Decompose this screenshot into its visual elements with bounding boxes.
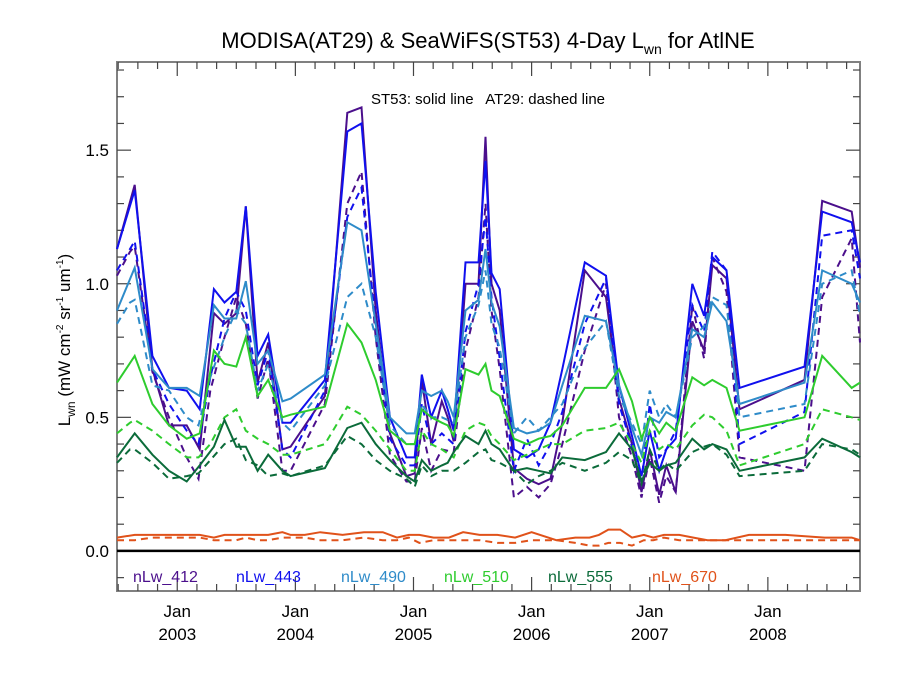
x-tick-label-year: 2004 xyxy=(276,625,314,644)
x-tick-label-year: 2005 xyxy=(395,625,433,644)
series-line-670-at29 xyxy=(117,536,860,547)
x-tick-label-year: 2006 xyxy=(513,625,551,644)
x-tick-label-year: 2008 xyxy=(749,625,787,644)
series-line-490-at29 xyxy=(116,268,861,448)
y-tick-label: 0.0 xyxy=(85,542,109,561)
y-tick-label: 1.0 xyxy=(85,275,109,294)
x-tick-label-year: 2007 xyxy=(631,625,669,644)
legend-item-nlw-490: nLw_490 xyxy=(341,569,406,586)
series-line-412-at29 xyxy=(116,171,861,504)
x-tick-label-year: 2003 xyxy=(158,625,196,644)
series-line-443-st53 xyxy=(116,121,861,477)
series-line-443-at29 xyxy=(116,183,861,482)
series-line-510-at29 xyxy=(116,405,861,472)
x-tick-label-month: Jan xyxy=(282,602,309,621)
legend-item-nlw-510: nLw_510 xyxy=(444,569,509,586)
x-tick-label-month: Jan xyxy=(518,602,545,621)
legend-item-nlw-555: nLw_555 xyxy=(548,569,613,586)
series-line-555-at29 xyxy=(116,434,861,489)
x-tick-label-month: Jan xyxy=(400,602,427,621)
y-axis: 0.0 0.5 1.0 1.5 xyxy=(85,69,860,579)
y-tick-label: 0.5 xyxy=(85,408,109,427)
series-line-670-st53 xyxy=(116,528,861,542)
series-group xyxy=(116,105,861,547)
series-line-510-st53 xyxy=(116,321,861,446)
line-style-annotation: ST53: solid line AT29: dashed line xyxy=(371,91,605,108)
y-tick-label: 1.5 xyxy=(85,141,109,160)
x-tick-label-month: Jan xyxy=(636,602,663,621)
y-axis-label: Lwn (mW cm-2 sr-1 um-1) xyxy=(55,254,78,426)
legend-item-nlw-670: nLw_670 xyxy=(652,569,717,586)
chart-title: MODISA(AT29) & SeaWiFS(ST53) 4-Day Lwn f… xyxy=(221,28,754,57)
legend: nLw_412 nLw_443 nLw_490 nLw_510 nLw_555 nLw_6… xyxy=(133,569,717,586)
legend-item-nlw-443: nLw_443 xyxy=(236,569,301,586)
series-line-555-st53 xyxy=(116,417,861,485)
plot-frame xyxy=(116,61,861,592)
plot-border xyxy=(116,61,861,592)
x-tick-label-month: Jan xyxy=(164,602,191,621)
x-axis: Jan 2003 Jan 2004 Jan 2005 Jan 2006 Jan 2007 Jan 20… xyxy=(117,62,848,644)
legend-item-nlw-412: nLw_412 xyxy=(133,569,198,586)
x-tick-label-month: Jan xyxy=(754,602,781,621)
